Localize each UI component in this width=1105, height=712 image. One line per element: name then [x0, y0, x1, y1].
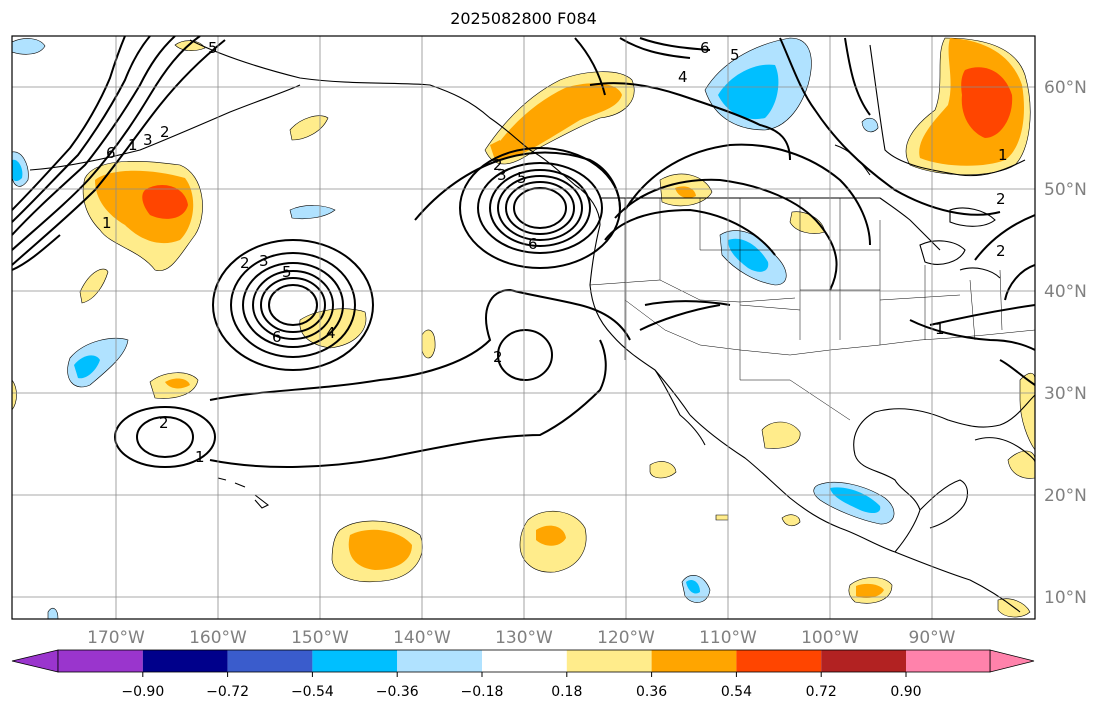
colorbar-tick-label: −0.90: [121, 684, 164, 700]
latitude-labels: 60°N 50°N 40°N 30°N 20°N 10°N: [1044, 78, 1087, 608]
colorbar-extend-low: [11, 649, 59, 673]
contour-label: 5: [517, 169, 527, 187]
colorbar-tick-label: 0.72: [806, 684, 837, 700]
contour-label: 3: [143, 131, 153, 149]
colorbar-swatch: [312, 650, 398, 672]
colorbar-swatch: [58, 650, 143, 672]
lon-label: 160°W: [189, 628, 247, 648]
contour-label: 6: [272, 328, 282, 346]
contour-label-group: 5 6 5 4 6 1 3 2 1 2 3 5 6 4 2 3 5 6 2 2 …: [102, 39, 1008, 466]
map-title: 2025082800 F084: [450, 9, 597, 28]
lon-label: 110°W: [699, 628, 757, 648]
contour-label: 6: [528, 235, 538, 253]
colorbar-swatch: [906, 650, 990, 672]
contour-label: 2: [493, 156, 503, 174]
gridlines: [12, 36, 1035, 619]
colorbar-tick-label: 0.18: [551, 684, 582, 700]
contour-label: 5: [282, 263, 292, 281]
lon-label: 100°W: [801, 628, 859, 648]
lat-label: 20°N: [1044, 486, 1087, 506]
contour-label: 2: [159, 414, 169, 432]
colorbar-ticks: [142, 672, 907, 677]
contour-label: 1: [128, 136, 138, 154]
lat-label: 50°N: [1044, 180, 1087, 200]
colorbar-tick-label: 0.36: [636, 684, 667, 700]
contour-label: 4: [678, 68, 688, 86]
colorbar-swatch: [651, 650, 737, 672]
contour-label: 2: [996, 190, 1006, 208]
lon-label: 170°W: [87, 628, 145, 648]
contour-label: 5: [208, 39, 218, 57]
colorbar-tick-label: −0.72: [206, 684, 249, 700]
contour-label: 3: [497, 166, 507, 184]
colorbar-tick-label: −0.54: [291, 684, 334, 700]
lon-label: 150°W: [291, 628, 349, 648]
contour-label: 4: [326, 324, 336, 342]
contour-lines: [12, 36, 1035, 468]
lat-label: 40°N: [1044, 282, 1087, 302]
contour-label: 1: [935, 320, 945, 338]
colorbar-extend-high: [989, 649, 1035, 673]
lat-label: 60°N: [1044, 78, 1087, 98]
contour-label: 6: [700, 39, 710, 57]
state-borders: [589, 198, 1035, 421]
lat-label: 30°N: [1044, 384, 1087, 404]
colorbar-swatch: [566, 650, 652, 672]
coastlines: [29, 39, 1035, 613]
lon-label: 90°W: [909, 628, 956, 648]
colorbar-tick-label: 0.90: [890, 684, 921, 700]
colorbar: −0.90 −0.72 −0.54 −0.36 −0.18 0.18 0.36 …: [11, 649, 1035, 700]
colorbar-tick-label: −0.36: [376, 684, 419, 700]
colorbar-swatch: [482, 650, 567, 672]
contour-label: 2: [493, 348, 503, 366]
lon-label: 130°W: [495, 628, 553, 648]
contour-label: 5: [730, 46, 740, 64]
lat-label: 10°N: [1044, 588, 1087, 608]
colorbar-tick-label: −0.18: [461, 684, 504, 700]
colorbar-swatch: [142, 650, 228, 672]
map-frame: [11, 35, 1036, 620]
contour-label: 1: [998, 146, 1008, 164]
contour-label: 6: [106, 144, 116, 162]
colorbar-border: [57, 649, 991, 673]
contour-label: 1: [102, 214, 112, 232]
longitude-labels: 170°W 160°W 150°W 140°W 130°W 120°W 110°…: [87, 628, 956, 648]
colorbar-swatch: [821, 650, 906, 672]
lon-label: 120°W: [597, 628, 655, 648]
contour-label: 2: [240, 254, 250, 272]
colorbar-swatch: [736, 650, 822, 672]
colorbar-swatch: [397, 650, 482, 672]
contour-label: 2: [996, 242, 1006, 260]
colorbar-swatch: [227, 650, 313, 672]
contour-label: 3: [259, 252, 269, 270]
contour-label: 2: [160, 123, 170, 141]
colorbar-tick-label: 0.54: [721, 684, 752, 700]
contour-label: 1: [195, 448, 205, 466]
lon-label: 140°W: [393, 628, 451, 648]
